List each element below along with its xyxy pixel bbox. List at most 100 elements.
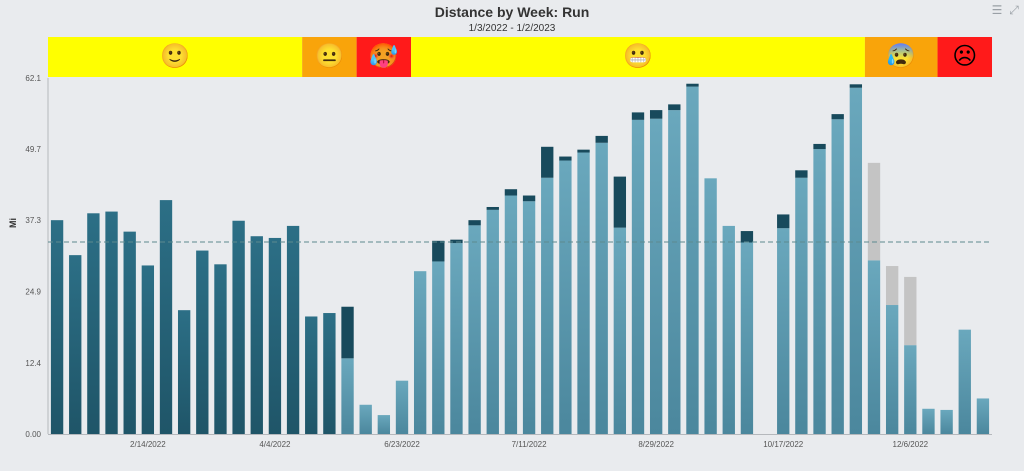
- y-tick-3: 37.3: [25, 216, 41, 225]
- bar-0[interactable]: [50, 220, 64, 434]
- bar-31[interactable]: [613, 227, 627, 434]
- bar-12[interactable]: [268, 237, 282, 434]
- bar-cap-32[interactable]: [631, 112, 645, 120]
- bar-9[interactable]: [214, 264, 227, 434]
- bar-cap-38[interactable]: [740, 231, 754, 243]
- bar-38[interactable]: [740, 242, 754, 434]
- bar-4[interactable]: [123, 231, 136, 434]
- bar-20[interactable]: [413, 271, 427, 434]
- menu-icon[interactable]: ☰: [991, 3, 1003, 17]
- bar-19[interactable]: [395, 380, 409, 434]
- bar-47[interactable]: [904, 345, 917, 434]
- y-tick-labels: 0.00 12.4 24.9 37.3 49.7 62.1: [25, 74, 41, 439]
- mood-emoji-0: 🙂: [160, 43, 190, 70]
- bar-projected-47[interactable]: [904, 276, 917, 346]
- x-tick-5: 10/17/2022: [763, 440, 804, 449]
- bar-cap-41[interactable]: [795, 170, 808, 178]
- bar-cap-35[interactable]: [686, 83, 699, 87]
- bar-cap-23[interactable]: [468, 220, 481, 226]
- x-tick-1: 4/4/2022: [259, 440, 291, 449]
- bar-49[interactable]: [940, 409, 953, 434]
- bar-cap-24[interactable]: [486, 206, 499, 210]
- bar-7[interactable]: [177, 310, 191, 434]
- mood-band-3: [411, 37, 865, 77]
- bar-45[interactable]: [867, 260, 881, 434]
- bar-cap-21[interactable]: [432, 240, 445, 262]
- bar-43[interactable]: [831, 119, 844, 434]
- bar-16[interactable]: [341, 358, 354, 434]
- x-tick-2: 6/23/2022: [384, 440, 420, 449]
- bar-cap-22[interactable]: [450, 239, 463, 244]
- bar-40[interactable]: [777, 228, 790, 434]
- bar-32[interactable]: [631, 119, 645, 434]
- y-tick-1: 12.4: [25, 359, 41, 368]
- bar-8[interactable]: [196, 250, 209, 434]
- bar-cap-16[interactable]: [341, 306, 354, 359]
- bar-44[interactable]: [849, 87, 863, 434]
- mood-bands: 🙂 😐 🥵 😬 😰 ☹: [48, 37, 992, 77]
- bar-cap-42[interactable]: [813, 143, 826, 150]
- bar-13[interactable]: [286, 225, 300, 434]
- bar-cap-43[interactable]: [831, 114, 844, 120]
- bar-25[interactable]: [504, 195, 518, 434]
- bar-cap-44[interactable]: [849, 84, 863, 88]
- bar-24[interactable]: [486, 209, 499, 434]
- bar-42[interactable]: [813, 149, 826, 435]
- bar-48[interactable]: [922, 408, 935, 434]
- bar-34[interactable]: [668, 110, 681, 434]
- x-tick-3: 7/11/2022: [512, 440, 548, 449]
- bar-17[interactable]: [359, 404, 372, 434]
- bar-cap-40[interactable]: [777, 214, 790, 229]
- chart-title: Distance by Week: Run: [434, 4, 590, 20]
- mood-band-0: [48, 37, 303, 77]
- mood-emoji-3: 😬: [623, 43, 653, 70]
- mood-band-2: [356, 37, 412, 77]
- bar-5[interactable]: [141, 265, 155, 434]
- bar-cap-29[interactable]: [577, 149, 590, 153]
- bar-cap-33[interactable]: [649, 110, 663, 119]
- bar-14[interactable]: [305, 316, 318, 434]
- bar-18[interactable]: [377, 415, 391, 434]
- bar-30[interactable]: [595, 142, 608, 434]
- bar-6[interactable]: [159, 200, 173, 434]
- bar-33[interactable]: [649, 118, 663, 435]
- mood-emoji-1: 😐: [314, 43, 344, 70]
- mood-emoji-4: 😰: [886, 43, 916, 70]
- bar-cap-28[interactable]: [559, 156, 572, 161]
- bar-cap-26[interactable]: [522, 195, 536, 202]
- bar-3[interactable]: [105, 211, 118, 434]
- bar-21[interactable]: [432, 261, 445, 434]
- mood-band-5: [937, 37, 992, 77]
- bar-35[interactable]: [686, 86, 699, 435]
- bar-cap-34[interactable]: [668, 104, 681, 111]
- bar-1[interactable]: [69, 255, 82, 434]
- x-tick-0: 2/14/2022: [130, 440, 166, 449]
- bar-36[interactable]: [704, 178, 717, 434]
- mood-band-4: [864, 37, 938, 77]
- bar-cap-31[interactable]: [613, 176, 627, 228]
- bar-37[interactable]: [722, 225, 735, 434]
- mood-emoji-2: 🥵: [369, 43, 399, 70]
- bar-29[interactable]: [577, 152, 590, 434]
- bar-22[interactable]: [450, 243, 463, 434]
- bar-27[interactable]: [541, 177, 554, 435]
- bar-cap-25[interactable]: [504, 189, 518, 196]
- bar-50[interactable]: [958, 329, 971, 434]
- bar-15[interactable]: [323, 313, 336, 434]
- bar-10[interactable]: [232, 220, 245, 434]
- bar-23[interactable]: [468, 225, 481, 434]
- bar-28[interactable]: [559, 160, 572, 434]
- bar-26[interactable]: [522, 201, 536, 434]
- bar-projected-45[interactable]: [867, 162, 881, 261]
- chart-subtitle: 1/3/2022 - 1/2/2023: [468, 23, 556, 34]
- bar-2[interactable]: [87, 213, 100, 434]
- bar-cap-27[interactable]: [541, 146, 554, 178]
- bar-projected-46[interactable]: [885, 266, 899, 306]
- bar-46[interactable]: [885, 305, 899, 434]
- bar-cap-30[interactable]: [595, 135, 608, 143]
- expand-icon[interactable]: ⤢: [1009, 3, 1019, 17]
- bar-51[interactable]: [976, 398, 990, 434]
- bar-11[interactable]: [250, 236, 263, 434]
- bar-41[interactable]: [795, 177, 808, 435]
